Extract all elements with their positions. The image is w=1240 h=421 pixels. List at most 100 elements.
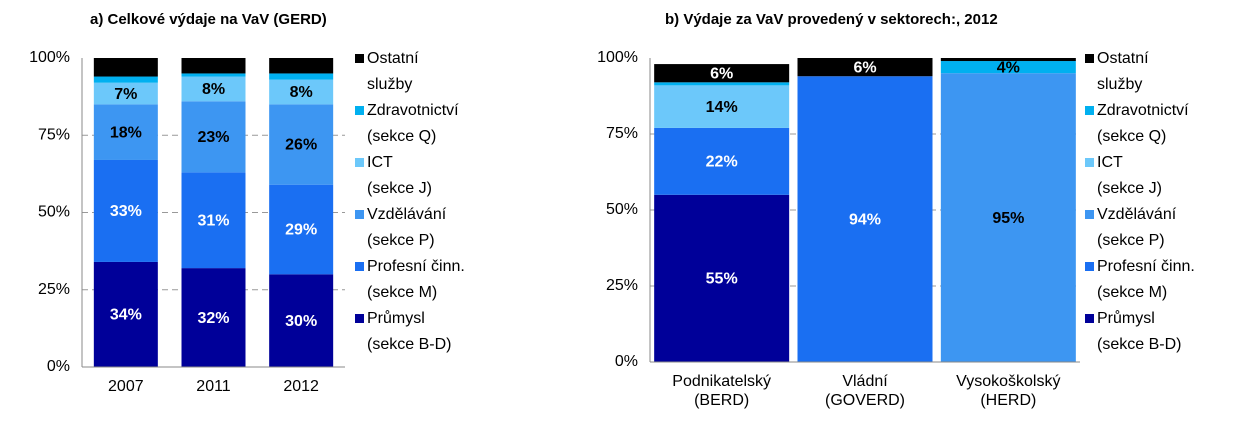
bar-segment (181, 101, 246, 173)
legend-item: Profesní činn. (sekce M) (355, 254, 465, 306)
legend-swatch (355, 54, 364, 63)
legend-item: Zdravotnictví (sekce Q) (1085, 98, 1189, 150)
bar-segment (93, 82, 158, 105)
y-tick-label: 100% (597, 49, 638, 66)
bar-segment (269, 73, 334, 80)
legend-label: Profesní činn. (sekce M) (367, 258, 465, 301)
legend-label: Průmysl (sekce B-D) (1097, 310, 1182, 353)
legend-label: ICT (sekce J) (1097, 154, 1162, 197)
legend-swatch (355, 106, 364, 115)
y-tick-label: 0% (615, 353, 638, 370)
bar-segment (181, 76, 246, 102)
bar-segment (269, 274, 334, 367)
legend-label: Průmysl (sekce B-D) (367, 310, 452, 353)
bar-segment (940, 58, 1076, 62)
bar-segment (654, 127, 790, 195)
legend-swatch (1085, 158, 1094, 167)
bar-segment (269, 79, 334, 105)
data-label: 8% (290, 84, 313, 101)
x-tick-label: Vládní (GOVERD) (825, 373, 905, 409)
x-tick-label: 2007 (108, 378, 144, 395)
y-tick-label: 75% (38, 126, 70, 143)
chart-title: b) Výdaje za VaV provedený v sektorech:,… (665, 11, 998, 28)
data-label: 23% (197, 129, 229, 146)
bar-segment (181, 268, 246, 367)
data-label: 22% (706, 154, 738, 171)
x-tick-label: 2011 (196, 378, 231, 395)
legend-item: ICT (sekce J) (1085, 150, 1162, 202)
bar-segment (269, 184, 334, 275)
legend-swatch (1085, 106, 1094, 115)
bar-segment (93, 104, 158, 160)
legend-label: Ostatní služby (367, 50, 419, 93)
legend-label: ICT (sekce J) (367, 154, 432, 197)
bar-segment (654, 82, 790, 86)
bar-segment (654, 64, 790, 83)
legend-label: Vzdělávání (sekce P) (367, 206, 447, 249)
y-tick-label: 100% (29, 49, 70, 66)
data-label: 33% (110, 203, 142, 220)
bar-segment (269, 58, 334, 74)
legend-swatch (1085, 262, 1094, 271)
bar-segment (93, 58, 158, 77)
data-label: 18% (110, 124, 142, 141)
legend-swatch (355, 314, 364, 323)
y-tick-label: 75% (606, 125, 638, 142)
legend-label: Zdravotnictví (sekce Q) (1097, 102, 1189, 145)
legend-swatch (1085, 210, 1094, 219)
bar-segment (940, 61, 1076, 74)
x-tick-label: 2012 (283, 378, 319, 395)
data-label: 26% (285, 137, 317, 154)
bar-segment (269, 104, 334, 185)
y-tick-label: 50% (38, 204, 70, 221)
data-label: 31% (197, 212, 229, 229)
legend-item: Ostatní služby (1085, 46, 1149, 98)
bar-segment (181, 172, 246, 269)
data-label: 14% (706, 99, 738, 116)
legend-swatch (355, 262, 364, 271)
data-label: 34% (110, 307, 142, 324)
legend-item: Průmysl (sekce B-D) (355, 306, 451, 358)
legend-swatch (1085, 314, 1094, 323)
data-label: 6% (853, 59, 876, 76)
y-tick-label: 25% (606, 277, 638, 294)
legend-item: Vzdělávání (sekce P) (355, 202, 446, 254)
bar-segment (93, 159, 158, 262)
bar-segment (181, 73, 246, 77)
x-tick-label: Podnikatelský (BERD) (672, 373, 772, 409)
data-label: 8% (202, 81, 225, 98)
data-label: 94% (849, 211, 881, 228)
bar-segment (93, 76, 158, 83)
bar-segment (654, 194, 790, 362)
bar-segment (797, 76, 933, 363)
data-label: 30% (285, 313, 317, 330)
x-tick-label: Vysokoškolský (HERD) (956, 373, 1061, 409)
bar-segment (940, 73, 1076, 362)
data-label: 6% (710, 65, 733, 82)
data-label: 95% (992, 210, 1024, 227)
legend-item: Profesní činn. (sekce M) (1085, 254, 1195, 306)
legend-label: Ostatní služby (1097, 50, 1149, 93)
legend-item: Zdravotnictví (sekce Q) (355, 98, 459, 150)
legend-swatch (355, 210, 364, 219)
legend-item: Průmysl (sekce B-D) (1085, 306, 1181, 358)
legend-label: Zdravotnictví (sekce Q) (367, 102, 459, 145)
legend-label: Profesní činn. (sekce M) (1097, 258, 1195, 301)
data-label: 4% (997, 59, 1020, 76)
legend-label: Vzdělávání (sekce P) (1097, 206, 1177, 249)
legend-swatch (355, 158, 364, 167)
legend-item: Ostatní služby (355, 46, 419, 98)
y-tick-label: 25% (38, 281, 70, 298)
bar-segment (654, 85, 790, 128)
legend-swatch (1085, 54, 1094, 63)
bar-segment (797, 58, 933, 77)
bar-segment (181, 58, 246, 74)
data-label: 32% (197, 310, 229, 327)
chart-title: a) Celkové výdaje na VaV (GERD) (90, 11, 327, 28)
bar-segment (93, 261, 158, 367)
data-label: 29% (285, 222, 317, 239)
y-tick-label: 0% (47, 358, 70, 375)
legend-item: Vzdělávání (sekce P) (1085, 202, 1176, 254)
legend-item: ICT (sekce J) (355, 150, 432, 202)
